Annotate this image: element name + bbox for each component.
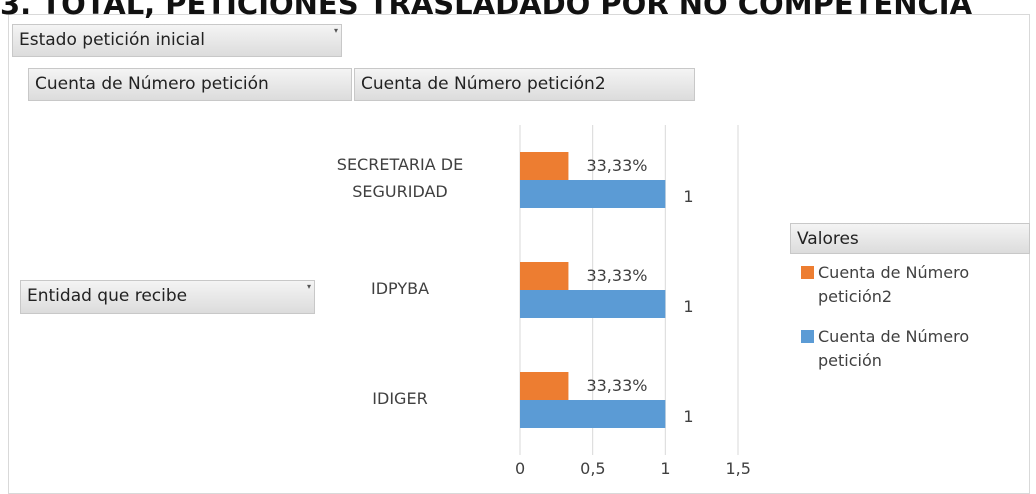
x-tick-label: 1 (660, 459, 671, 478)
data-label: 1 (683, 187, 694, 206)
dropdown-icon: ▾ (333, 26, 338, 35)
row-field-button[interactable]: Entidad que recibe ▾ (20, 280, 315, 314)
bar (520, 372, 569, 400)
bar (520, 290, 666, 318)
bar (520, 400, 666, 428)
y-tick-label: SECRETARIA DE SEGURIDAD (336, 155, 464, 201)
data-label: 33,33% (586, 266, 648, 285)
row-field-label: Entidad que recibe (27, 286, 188, 306)
legend-label: Cuenta de Número petición (818, 327, 970, 370)
bar (520, 152, 569, 180)
y-tick-label: IDPYBA (370, 278, 430, 298)
value-field-button[interactable]: Cuenta de Número petición (28, 68, 352, 101)
data-label: 33,33% (586, 156, 648, 175)
filter-label: Estado petición inicial (19, 30, 205, 50)
bar (520, 262, 569, 290)
legend-label: Cuenta de Número petición2 (818, 263, 970, 306)
dropdown-icon: ▾ (306, 282, 311, 291)
legend-swatch (801, 330, 814, 343)
chart-title: 3. TOTAL, PETICIONES TRASLADADO POR NO C… (0, 0, 973, 21)
legend-title: Valores (797, 229, 859, 249)
legend-swatch (801, 266, 814, 279)
value-field-button[interactable]: Cuenta de Número petición2 (354, 68, 695, 101)
x-tick-label: 0 (515, 459, 526, 478)
data-label: 1 (683, 297, 694, 316)
y-tick-label: IDIGER (372, 388, 428, 408)
legend-title-box: Valores (790, 223, 1030, 254)
value-field-label: Cuenta de Número petición2 (361, 74, 606, 94)
x-tick-label: 0,5 (580, 459, 606, 478)
data-label: 1 (683, 407, 694, 426)
data-label: 33,33% (586, 376, 648, 395)
value-field-label: Cuenta de Número petición (35, 74, 269, 94)
bar (520, 180, 666, 208)
x-tick-label: 1,5 (725, 459, 751, 478)
filter-button[interactable]: Estado petición inicial ▾ (12, 24, 342, 57)
